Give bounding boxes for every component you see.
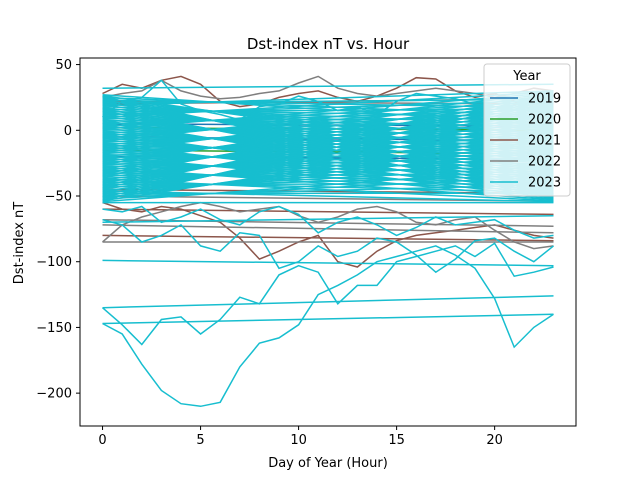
series-2023-band-line <box>102 133 554 190</box>
legend-entry: 2019 <box>528 92 561 107</box>
x-tick-label: 0 <box>98 433 106 448</box>
series-2023-band-line <box>102 94 554 161</box>
legend-entry: 2022 <box>528 155 561 170</box>
series-2023-band-line <box>102 122 554 189</box>
series-2023-line <box>102 295 554 309</box>
series-2023-line <box>102 313 554 325</box>
series-2023-line <box>102 218 554 274</box>
axes: 0 5 10 15 20 −200 −150 −100 −50 0 50 <box>36 57 577 448</box>
legend-entry: 2020 <box>528 113 561 128</box>
x-tick-label: 5 <box>196 433 204 448</box>
y-tick-label: −50 <box>45 190 72 205</box>
series-2023-band-line <box>102 109 554 153</box>
series-2023-band-line <box>102 103 554 135</box>
legend-entry: 2021 <box>528 134 561 149</box>
series-2023-band-line <box>102 106 554 162</box>
series-2023-band-line <box>102 178 554 202</box>
x-tick-label: 10 <box>290 433 307 448</box>
series-2023-band-line <box>102 97 554 152</box>
y-tick-label: −100 <box>36 255 72 270</box>
series-2023-band-line <box>102 105 554 127</box>
series-2023-band-line <box>102 104 554 170</box>
legend-box <box>483 63 571 197</box>
legend: Year 2019 2020 2021 2022 2023 <box>483 63 571 197</box>
plot-lines <box>102 75 554 408</box>
series-2023-band-line <box>102 142 554 199</box>
series-2022-line <box>102 75 554 100</box>
series-2023-band-line <box>102 98 554 187</box>
series-2023-band-line <box>102 100 554 144</box>
series-2023-line <box>102 205 554 239</box>
series-2023-line <box>102 242 554 346</box>
series-2023-line <box>102 83 554 89</box>
y-tick-label: −200 <box>36 387 72 402</box>
series-2023-line <box>102 245 554 408</box>
series-2023-band-line <box>102 108 554 118</box>
x-tick-label: 20 <box>486 433 503 448</box>
legend-entry: 2023 <box>528 176 561 191</box>
y-tick-label: 0 <box>64 124 72 139</box>
legend-title: Year <box>512 69 541 84</box>
y-tick-label: 50 <box>55 58 72 73</box>
series-2023-line <box>102 259 554 267</box>
x-tick-label: 15 <box>388 433 405 448</box>
series-2023 <box>102 79 554 408</box>
series-2023-band-line <box>102 101 554 178</box>
series-group <box>102 75 554 408</box>
series-2023-band-line <box>102 99 554 109</box>
chart-title: Dst-index nT vs. Hour <box>247 35 410 53</box>
series-2023-band-line <box>102 107 554 196</box>
series-2023-band-line <box>102 157 554 192</box>
plot-frame <box>79 57 577 427</box>
series-2021-line <box>102 208 554 216</box>
series-2023-band-line <box>102 154 554 200</box>
y-axis-label: Dst-index nT <box>12 202 27 285</box>
series-2023-band-line <box>102 95 554 195</box>
x-axis-label: Day of Year (Hour) <box>268 456 388 471</box>
series-2021-line <box>102 201 554 268</box>
series-2023-line <box>102 214 554 224</box>
y-tick-label: −150 <box>36 321 72 336</box>
series-2023-band-line <box>102 119 554 197</box>
series-2023-band-line <box>102 166 554 201</box>
series-2023-band-line <box>102 169 554 193</box>
series-2023-line <box>102 79 554 121</box>
series-2023-band-line <box>102 110 554 188</box>
series-2023-band-line <box>102 98 554 104</box>
series-2023-band-line <box>102 131 554 198</box>
series-2023-band-line <box>102 180 554 193</box>
series-2023-band-line <box>102 90 554 107</box>
series-2023-band-line <box>102 190 554 203</box>
series-2023-band-line <box>102 145 554 191</box>
